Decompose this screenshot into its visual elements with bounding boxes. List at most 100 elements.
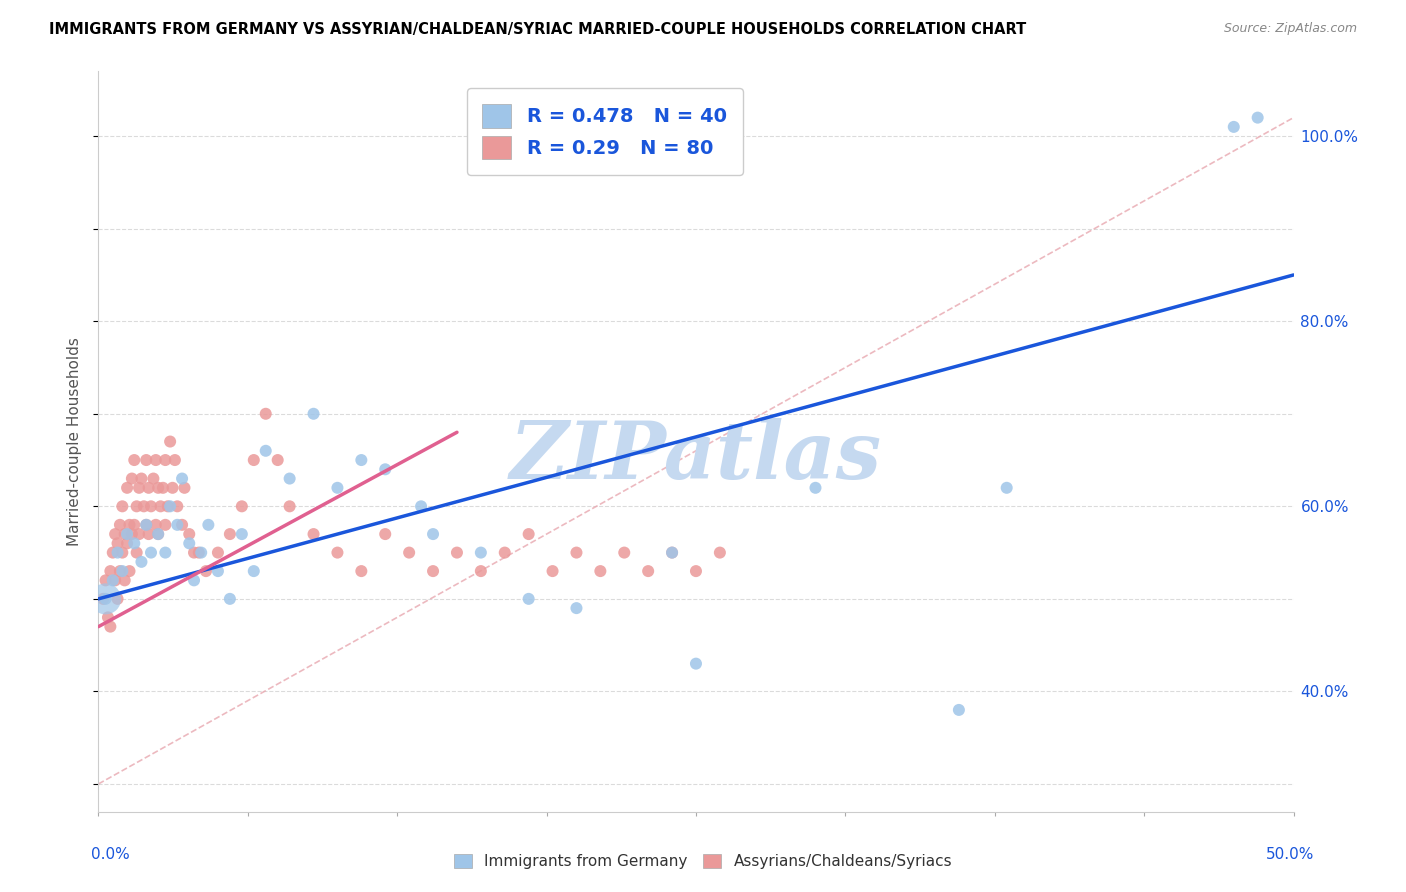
Point — [163, 453, 186, 467]
Point — [207, 564, 229, 578]
Point — [326, 546, 349, 560]
Legend: Immigrants from Germany, Assyrians/Chaldeans/Syriacs: Immigrants from Germany, Assyrians/Chald… — [447, 847, 959, 875]
Point — [254, 407, 277, 421]
Point — [135, 517, 157, 532]
Text: 50.0%: 50.0% — [1267, 847, 1315, 862]
Point — [661, 546, 683, 560]
Point — [446, 546, 468, 560]
Point — [94, 591, 117, 606]
Point — [172, 517, 194, 532]
Point — [422, 564, 444, 578]
Point — [139, 546, 162, 560]
Point — [121, 527, 143, 541]
Point — [374, 462, 396, 476]
Point — [121, 472, 143, 486]
Point — [124, 517, 146, 532]
Point — [948, 703, 970, 717]
Point — [541, 564, 564, 578]
Point — [243, 453, 266, 467]
Point — [1223, 120, 1246, 134]
Point — [470, 564, 492, 578]
Point — [219, 591, 242, 606]
Point — [114, 574, 136, 588]
Point — [118, 517, 141, 532]
Point — [637, 564, 659, 578]
Text: IMMIGRANTS FROM GERMANY VS ASSYRIAN/CHALDEAN/SYRIAC MARRIED-COUPLE HOUSEHOLDS CO: IMMIGRANTS FROM GERMANY VS ASSYRIAN/CHAL… — [49, 22, 1026, 37]
Point — [101, 574, 124, 588]
Point — [159, 500, 181, 514]
Point — [278, 472, 301, 486]
Point — [132, 500, 155, 514]
Point — [267, 453, 290, 467]
Point — [118, 564, 141, 578]
Point — [111, 564, 134, 578]
Point — [125, 546, 148, 560]
Point — [97, 610, 120, 624]
Point — [187, 546, 209, 560]
Point — [152, 481, 174, 495]
Point — [565, 601, 588, 615]
Point — [350, 564, 373, 578]
Point — [155, 517, 177, 532]
Text: Source: ZipAtlas.com: Source: ZipAtlas.com — [1223, 22, 1357, 36]
Point — [124, 536, 146, 550]
Point — [179, 536, 201, 550]
Point — [104, 527, 127, 541]
Point — [114, 527, 136, 541]
Point — [231, 500, 253, 514]
Point — [162, 481, 184, 495]
Point — [159, 434, 181, 449]
Point — [131, 472, 153, 486]
Point — [190, 546, 212, 560]
Point — [197, 517, 219, 532]
Legend: R = 0.478   N = 40, R = 0.29   N = 80: R = 0.478 N = 40, R = 0.29 N = 80 — [467, 88, 742, 175]
Point — [1247, 111, 1270, 125]
Point — [685, 657, 707, 671]
Point — [94, 591, 117, 606]
Point — [124, 453, 146, 467]
Point — [195, 564, 218, 578]
Point — [173, 481, 195, 495]
Point — [183, 546, 205, 560]
Point — [135, 517, 157, 532]
Point — [107, 591, 129, 606]
Point — [139, 500, 162, 514]
Point — [131, 555, 153, 569]
Point — [278, 500, 301, 514]
Point — [98, 620, 122, 634]
Point — [128, 481, 150, 495]
Point — [107, 546, 129, 560]
Point — [302, 407, 325, 421]
Point — [398, 546, 420, 560]
Point — [128, 527, 150, 541]
Point — [94, 574, 117, 588]
Point — [565, 546, 588, 560]
Point — [517, 527, 540, 541]
Point — [709, 546, 731, 560]
Point — [166, 517, 188, 532]
Point — [350, 453, 373, 467]
Point — [589, 564, 612, 578]
Point — [179, 527, 201, 541]
Point — [115, 536, 138, 550]
Point — [207, 546, 229, 560]
Point — [995, 481, 1018, 495]
Point — [172, 472, 194, 486]
Point — [661, 546, 683, 560]
Point — [138, 527, 160, 541]
Point — [243, 564, 266, 578]
Point — [254, 443, 277, 458]
Point — [108, 517, 131, 532]
Point — [804, 481, 827, 495]
Point — [91, 591, 114, 606]
Point — [98, 564, 122, 578]
Point — [326, 481, 349, 495]
Point — [145, 453, 167, 467]
Point — [155, 546, 177, 560]
Point — [411, 500, 433, 514]
Point — [135, 453, 157, 467]
Point — [148, 527, 170, 541]
Point — [115, 527, 138, 541]
Point — [142, 472, 165, 486]
Point — [107, 536, 129, 550]
